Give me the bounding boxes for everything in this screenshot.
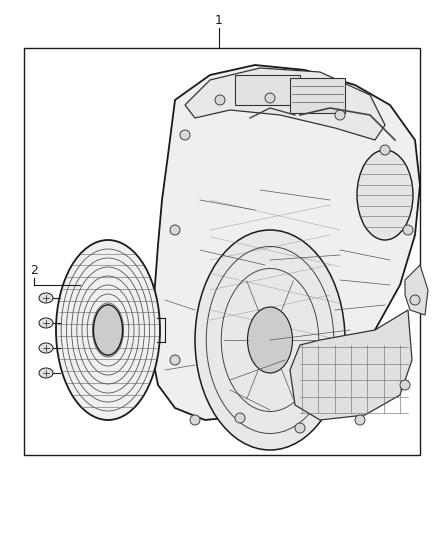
Text: 1: 1 xyxy=(215,13,223,27)
Ellipse shape xyxy=(235,413,245,423)
Polygon shape xyxy=(152,65,420,420)
Polygon shape xyxy=(405,265,428,315)
Ellipse shape xyxy=(56,240,160,420)
Ellipse shape xyxy=(335,110,345,120)
Bar xyxy=(24,48,420,455)
Ellipse shape xyxy=(180,130,190,140)
Ellipse shape xyxy=(247,307,293,373)
Ellipse shape xyxy=(215,95,225,105)
Polygon shape xyxy=(185,68,385,140)
Ellipse shape xyxy=(93,305,123,355)
Ellipse shape xyxy=(39,293,53,303)
Ellipse shape xyxy=(39,343,53,353)
Ellipse shape xyxy=(265,93,275,103)
Ellipse shape xyxy=(380,145,390,155)
Ellipse shape xyxy=(295,423,305,433)
Bar xyxy=(235,75,300,105)
Text: 2: 2 xyxy=(30,263,38,277)
Ellipse shape xyxy=(357,150,413,240)
Ellipse shape xyxy=(403,225,413,235)
Ellipse shape xyxy=(400,380,410,390)
Ellipse shape xyxy=(170,225,180,235)
Ellipse shape xyxy=(410,295,420,305)
Ellipse shape xyxy=(39,318,53,328)
Ellipse shape xyxy=(170,355,180,365)
Ellipse shape xyxy=(195,230,345,450)
Polygon shape xyxy=(290,310,412,420)
Bar xyxy=(290,78,345,113)
Ellipse shape xyxy=(190,415,200,425)
Ellipse shape xyxy=(355,415,365,425)
Ellipse shape xyxy=(39,368,53,378)
